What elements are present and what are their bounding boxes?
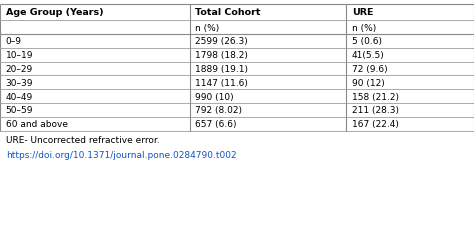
- Text: 60 and above: 60 and above: [6, 120, 68, 129]
- Text: 90 (12): 90 (12): [352, 79, 384, 87]
- Text: 1889 (19.1): 1889 (19.1): [195, 65, 248, 74]
- Text: Age Group (Years): Age Group (Years): [6, 8, 103, 17]
- Text: n (%): n (%): [352, 23, 376, 32]
- Text: 41(5.5): 41(5.5): [352, 51, 384, 60]
- Text: 167 (22.4): 167 (22.4): [352, 120, 399, 129]
- Text: https://doi.org/10.1371/journal.pone.0284790.t002: https://doi.org/10.1371/journal.pone.028…: [6, 150, 237, 159]
- Text: 40–49: 40–49: [6, 92, 33, 101]
- Text: 10–19: 10–19: [6, 51, 33, 60]
- Text: 1798 (18.2): 1798 (18.2): [195, 51, 248, 60]
- Text: 211 (28.3): 211 (28.3): [352, 106, 399, 115]
- Text: 0–9: 0–9: [6, 37, 22, 46]
- Text: 657 (6.6): 657 (6.6): [195, 120, 237, 129]
- Text: 50–59: 50–59: [6, 106, 33, 115]
- Text: 20–29: 20–29: [6, 65, 33, 74]
- Text: 1147 (11.6): 1147 (11.6): [195, 79, 248, 87]
- Text: 990 (10): 990 (10): [195, 92, 234, 101]
- Text: 5 (0.6): 5 (0.6): [352, 37, 382, 46]
- Text: 72 (9.6): 72 (9.6): [352, 65, 387, 74]
- Text: 158 (21.2): 158 (21.2): [352, 92, 399, 101]
- Text: 792 (8.02): 792 (8.02): [195, 106, 242, 115]
- Text: n (%): n (%): [195, 23, 219, 32]
- Text: 2599 (26.3): 2599 (26.3): [195, 37, 248, 46]
- Text: URE- Uncorrected refractive error.: URE- Uncorrected refractive error.: [6, 136, 159, 145]
- Text: Total Cohort: Total Cohort: [195, 8, 261, 17]
- Text: URE: URE: [352, 8, 373, 17]
- Text: 30–39: 30–39: [6, 79, 33, 87]
